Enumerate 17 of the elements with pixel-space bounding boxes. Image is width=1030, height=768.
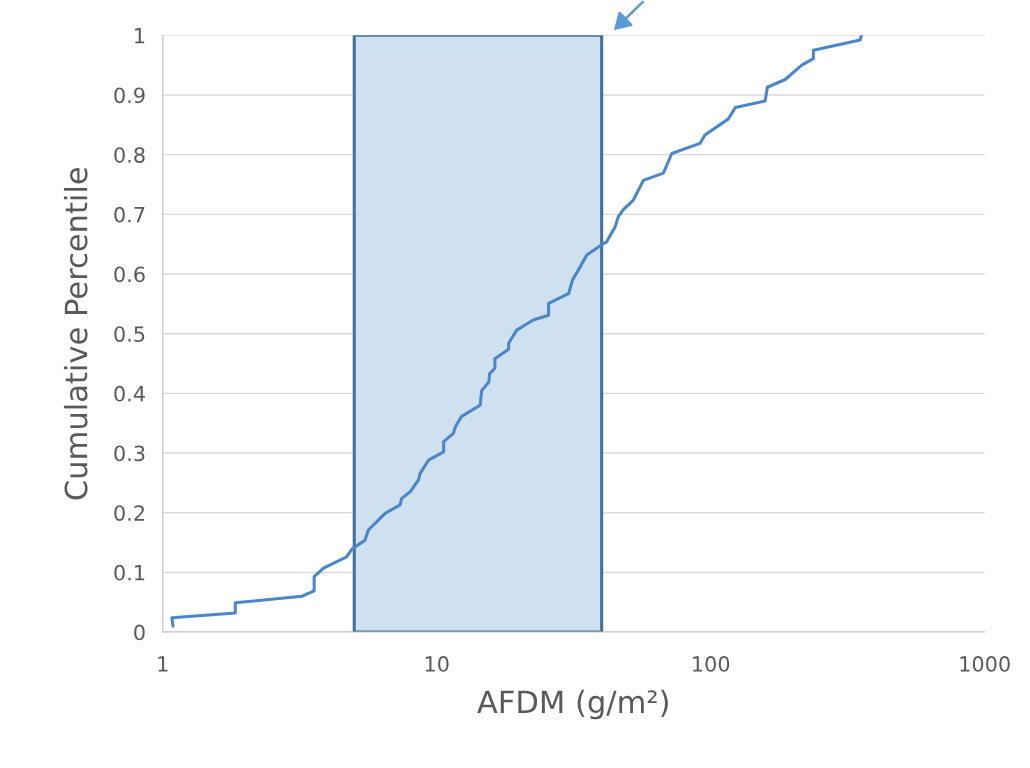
- y-tick-label: 0.9: [114, 87, 145, 104]
- y-tick-label: 0.2: [114, 505, 144, 521]
- y-tick-label: 0.5: [114, 326, 145, 342]
- x-tick-label: 100: [693, 656, 730, 672]
- x-axis-title: AFDM (g/m²): [477, 689, 668, 720]
- y-tick-label: 0.1: [114, 564, 145, 581]
- y-tick-label: 0: [134, 624, 145, 641]
- y-tick-label: 0.3: [114, 445, 145, 462]
- y-axis-title: Cumulative Percentile: [63, 167, 88, 500]
- y-tick-label: 0.6: [114, 266, 145, 283]
- x-tick-label: 1: [158, 656, 168, 672]
- y-tick-label: 0.7: [114, 206, 145, 223]
- x-tick-label: 1000: [960, 656, 1010, 672]
- y-tick-label: 0.4: [114, 385, 145, 402]
- y-tick-label: 0.8: [114, 147, 145, 163]
- x-tick-label: 10: [425, 656, 449, 672]
- y-tick-label: 1: [135, 28, 145, 44]
